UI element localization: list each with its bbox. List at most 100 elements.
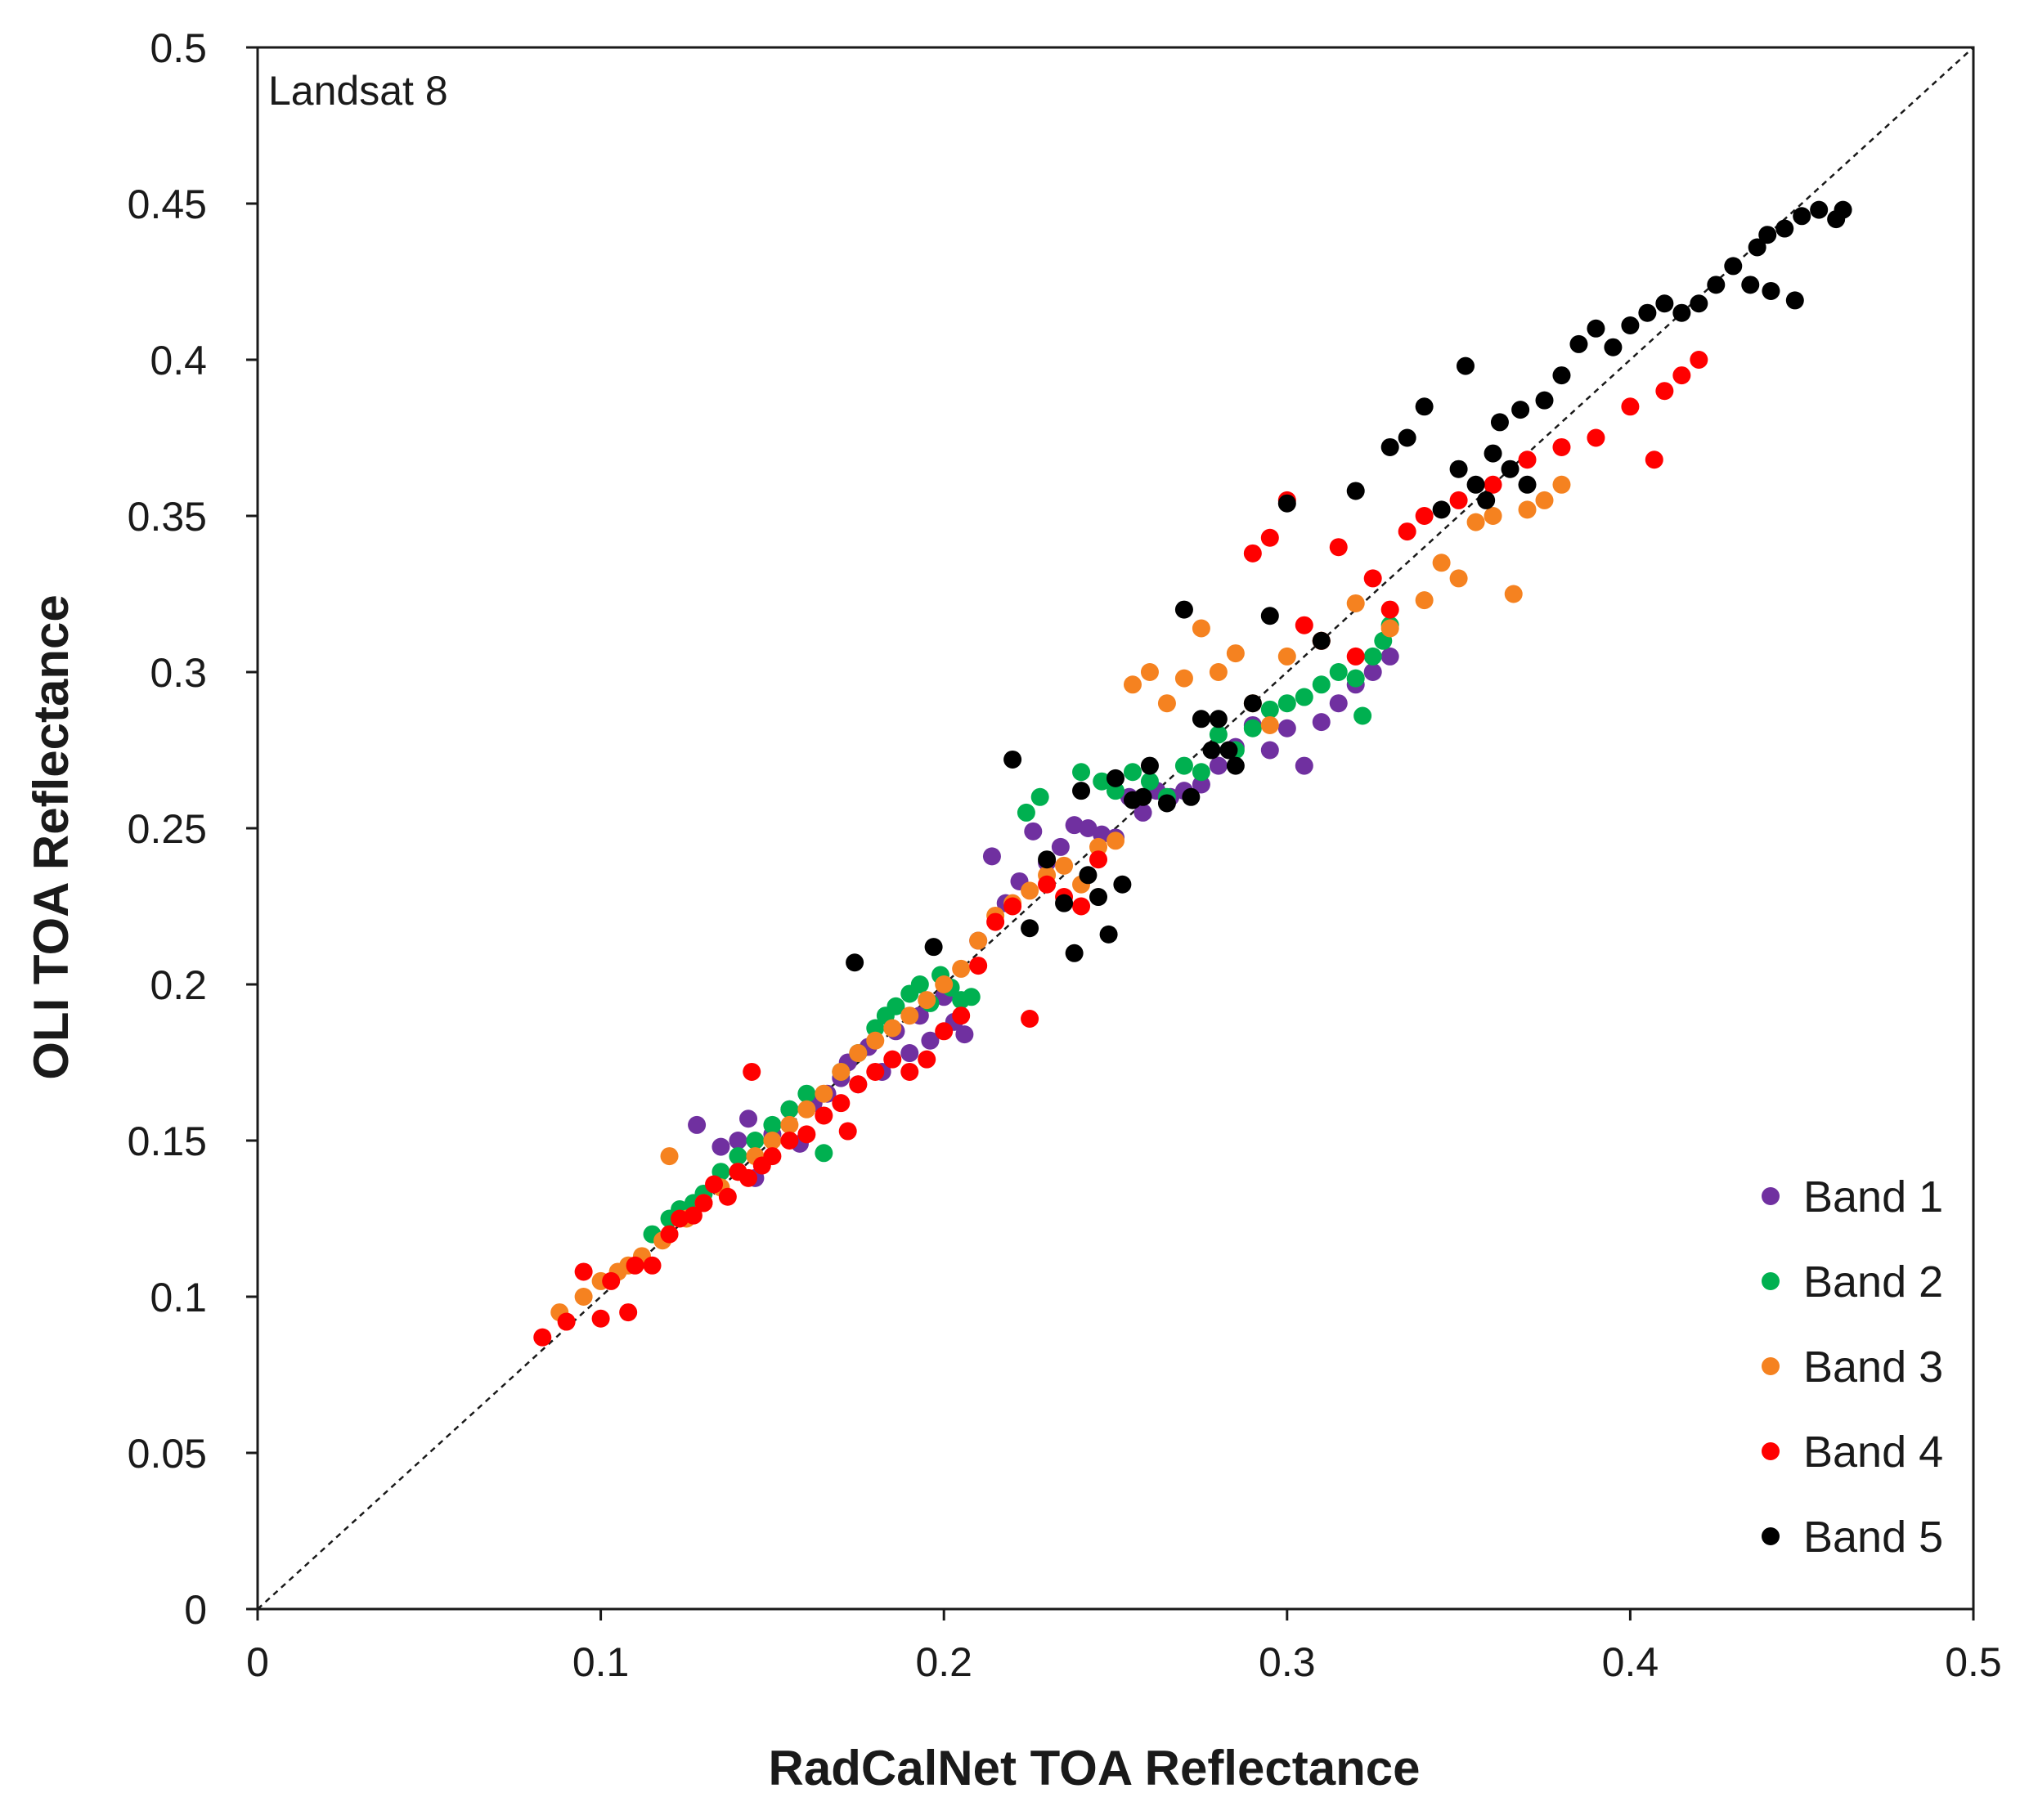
legend-label: Band 5 [1803, 1513, 1943, 1562]
data-point [924, 938, 943, 957]
data-point [1511, 401, 1530, 419]
data-point [1055, 894, 1074, 912]
data-point [705, 1175, 724, 1194]
data-point [1174, 756, 1193, 775]
data-point [910, 975, 929, 993]
data-point [1346, 647, 1365, 666]
data-point [1834, 200, 1852, 219]
data-point [1192, 619, 1210, 638]
data-point [660, 1147, 679, 1166]
data-point [1107, 782, 1124, 800]
data-point [1363, 663, 1382, 681]
data-point [1260, 700, 1279, 719]
data-point [866, 1031, 885, 1050]
data-point [1758, 226, 1777, 244]
data-point [1295, 756, 1313, 775]
data-point [1089, 850, 1108, 869]
one-to-one-line [257, 47, 1974, 1610]
data-point [815, 1084, 833, 1103]
data-point [1277, 694, 1296, 713]
data-point [1219, 741, 1238, 760]
data-point [557, 1312, 576, 1331]
legend-item: Band 5 [1762, 1513, 1943, 1562]
data-point [1003, 897, 1022, 916]
data-point [739, 1109, 758, 1128]
data-point [1449, 459, 1468, 478]
data-point [739, 1168, 758, 1187]
data-point [1501, 459, 1520, 478]
x-axis-title: RadCalNet TOA Reflectance [769, 1741, 1421, 1795]
data-point [1260, 607, 1279, 625]
data-point [1380, 437, 1399, 456]
data-point [1055, 856, 1074, 875]
data-point [1192, 763, 1210, 782]
data-point [763, 1132, 782, 1150]
data-point [1353, 706, 1372, 725]
data-point [1133, 787, 1152, 806]
data-point [1724, 257, 1743, 276]
data-point [1295, 688, 1313, 706]
data-point [763, 1115, 782, 1134]
data-point [797, 1100, 816, 1118]
data-point [743, 1062, 761, 1081]
data-point [1449, 569, 1468, 588]
data-point [1569, 334, 1588, 353]
data-point [1107, 832, 1124, 850]
data-point [1065, 944, 1084, 962]
data-point [1707, 276, 1726, 294]
data-point [1504, 585, 1523, 603]
data-point [574, 1262, 593, 1281]
data-point [660, 1225, 679, 1244]
data-point [1295, 616, 1313, 634]
data-point [1209, 663, 1228, 681]
data-point [1587, 428, 1605, 447]
data-point [900, 1044, 919, 1063]
data-point [1174, 669, 1193, 688]
data-point [1024, 822, 1043, 841]
data-point [1123, 675, 1142, 694]
data-point [1535, 491, 1554, 509]
chart-annotation: Landsat 8 [268, 68, 448, 114]
data-point [1380, 619, 1399, 638]
data-point [1621, 397, 1640, 416]
data-point [1226, 756, 1245, 775]
data-point [1243, 544, 1262, 563]
data-point [1017, 803, 1035, 822]
data-point [619, 1303, 638, 1322]
data-point [1140, 772, 1159, 791]
data-point [849, 1044, 868, 1063]
data-point [918, 1050, 936, 1069]
data-point [1398, 522, 1416, 541]
legend-marker [1762, 1187, 1780, 1205]
data-point [1552, 366, 1571, 385]
x-tick-label: 0.5 [1945, 1639, 2002, 1685]
data-point [955, 1025, 974, 1044]
data-point [1182, 787, 1201, 806]
y-tick-label: 0.35 [128, 494, 207, 540]
data-point [1775, 219, 1794, 238]
data-point [1762, 281, 1780, 300]
data-point [684, 1206, 703, 1225]
data-point [1466, 475, 1485, 494]
data-point [1346, 669, 1365, 688]
data-point [1655, 382, 1674, 401]
data-point [900, 1062, 919, 1081]
data-point [1079, 866, 1098, 885]
data-point [729, 1147, 747, 1166]
data-point [1329, 663, 1348, 681]
data-point [1810, 200, 1829, 219]
data-point [1415, 397, 1434, 416]
data-point [1072, 763, 1091, 782]
data-point [832, 1062, 851, 1081]
data-point [1003, 750, 1022, 769]
data-point [1466, 513, 1485, 531]
data-point [1260, 528, 1279, 547]
data-point [1260, 715, 1279, 734]
series-band-4 [533, 351, 1708, 1347]
data-point [1038, 850, 1057, 869]
data-point [1260, 741, 1279, 760]
data-point [838, 1122, 857, 1141]
data-point [602, 1271, 621, 1290]
data-point [832, 1094, 851, 1113]
data-point [694, 1194, 713, 1213]
